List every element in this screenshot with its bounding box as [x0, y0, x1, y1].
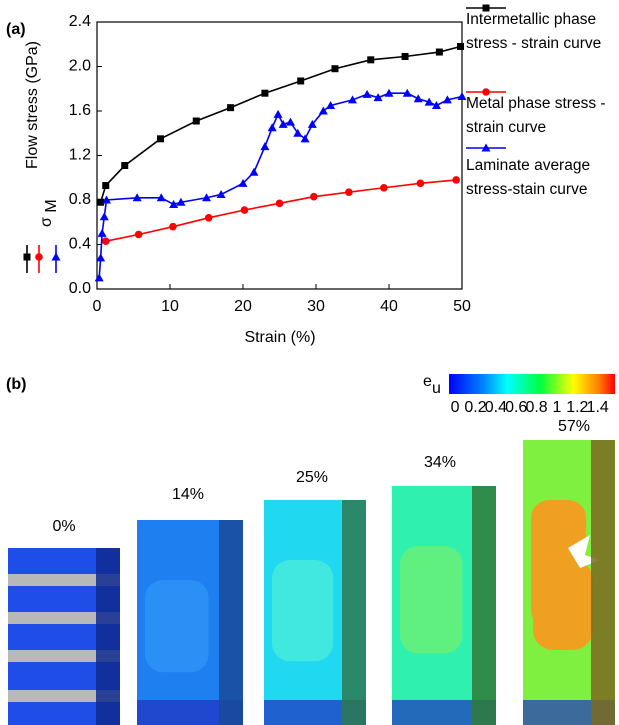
- legend-label: Laminate average stress-stain curve: [466, 154, 619, 202]
- specimen-label: 0%: [52, 518, 75, 535]
- marker: [274, 110, 283, 118]
- x-tick-label: 30: [307, 298, 325, 315]
- plot-frame: [97, 22, 462, 289]
- y-annotation: σ: [38, 217, 55, 227]
- marker: [193, 118, 200, 125]
- colorbar-tick-label: 0.4: [485, 399, 507, 416]
- series-line: [106, 180, 456, 241]
- marker: [363, 90, 372, 98]
- colorbar-tick-label: 0.8: [525, 399, 547, 416]
- marker: [169, 223, 177, 231]
- colorbar-tick-label: 1: [552, 399, 561, 416]
- specimen-neck: [533, 560, 593, 650]
- marker: [297, 77, 304, 84]
- marker: [100, 212, 109, 220]
- specimen-label: 14%: [172, 486, 204, 503]
- marker: [227, 104, 234, 111]
- y-tick-label: 1.2: [69, 147, 91, 164]
- panel-label: (a): [6, 21, 26, 38]
- marker: [367, 56, 374, 63]
- y-tick-label: 1.6: [69, 102, 91, 119]
- marker: [345, 188, 353, 196]
- x-tick-label: 40: [380, 298, 398, 315]
- marker: [260, 142, 269, 150]
- specimen-patch: [400, 546, 462, 654]
- specimen-strip: [96, 548, 120, 725]
- marker: [276, 200, 284, 208]
- x-tick-label: 0: [93, 298, 102, 315]
- colorbar-tick-label: 1.4: [587, 399, 609, 416]
- marker: [457, 43, 464, 50]
- marker: [293, 129, 302, 137]
- marker: [241, 206, 249, 214]
- marker: [52, 253, 61, 261]
- marker: [452, 176, 460, 184]
- marker: [310, 193, 318, 201]
- colorbar-label-sub: u: [432, 380, 441, 397]
- x-tick-label: 10: [161, 298, 179, 315]
- y-tick-label: 0.0: [69, 280, 91, 297]
- marker: [432, 101, 441, 109]
- specimen-label: 34%: [424, 454, 456, 471]
- marker: [205, 214, 213, 222]
- marker: [24, 254, 31, 261]
- marker: [286, 118, 295, 126]
- specimen-label: 25%: [296, 469, 328, 486]
- panel-label: (b): [6, 376, 26, 393]
- marker: [217, 190, 226, 198]
- colorbar-tick-label: 0.2: [464, 399, 486, 416]
- legend-label: Intermetallic phase stress - strain curv…: [466, 8, 619, 56]
- marker: [414, 94, 423, 102]
- colorbar: [449, 374, 615, 394]
- marker: [417, 180, 425, 188]
- marker: [436, 49, 443, 56]
- colorbar-tick-label: 1.2: [566, 399, 588, 416]
- marker: [331, 65, 338, 72]
- marker: [249, 168, 258, 176]
- marker: [135, 231, 143, 239]
- x-tick-label: 20: [234, 298, 252, 315]
- x-axis-label: Strain (%): [244, 329, 315, 346]
- marker: [268, 123, 277, 131]
- colorbar-tick-label: 0.6: [505, 399, 527, 416]
- marker: [402, 53, 409, 60]
- marker: [98, 229, 107, 237]
- specimen-patch: [272, 560, 333, 661]
- marker: [121, 162, 128, 169]
- figure: (a) (b) Strain (%) Flow stress (GPa) σ M…: [0, 0, 619, 725]
- colorbar-label: e: [423, 373, 432, 390]
- series-line: [101, 46, 461, 202]
- y-annotation-sub: M: [43, 199, 60, 212]
- marker: [380, 184, 388, 192]
- marker: [102, 182, 109, 189]
- y-tick-label: 2.0: [69, 58, 91, 75]
- y-axis-label: Flow stress (GPa): [24, 41, 41, 169]
- colorbar-tick-label: 0: [451, 399, 460, 416]
- specimen-strip: [219, 520, 243, 725]
- specimen-patch: [145, 580, 209, 672]
- marker: [95, 273, 104, 281]
- y-tick-label: 0.8: [69, 191, 91, 208]
- specimen-strip: [472, 486, 496, 725]
- specimen-strip: [342, 500, 366, 725]
- x-tick-label: 50: [453, 298, 471, 315]
- marker: [157, 135, 164, 142]
- specimen-strip: [591, 440, 615, 725]
- marker: [102, 237, 110, 245]
- marker: [35, 253, 43, 261]
- legend-label: Metal phase stress - strain curve: [466, 92, 619, 140]
- y-tick-label: 2.4: [69, 13, 91, 30]
- y-tick-label: 0.4: [69, 236, 91, 253]
- marker: [261, 90, 268, 97]
- specimen-label: 57%: [558, 418, 590, 435]
